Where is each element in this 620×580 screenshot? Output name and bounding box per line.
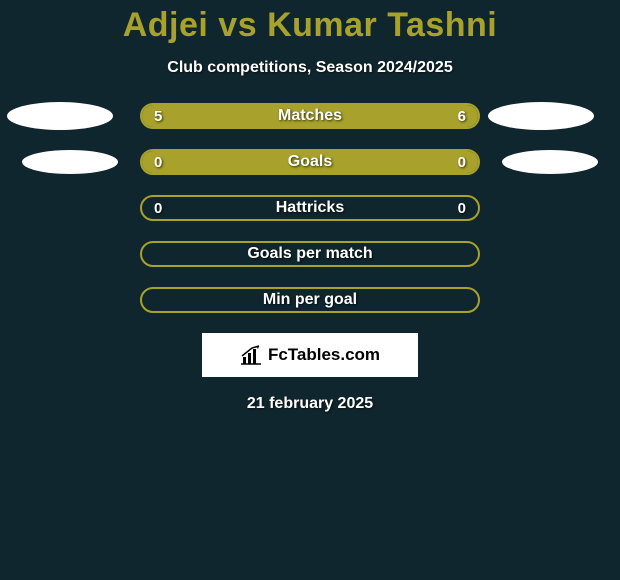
stat-label: Hattricks [276, 199, 344, 217]
stat-value-left: 0 [154, 154, 162, 171]
page-title: Adjei vs Kumar Tashni [0, 0, 620, 45]
date-line: 21 february 2025 [0, 395, 620, 413]
stat-row: 0 0 Goals [0, 149, 620, 175]
stat-row: 0 0 Hattricks [0, 195, 620, 221]
bar-fill-left [142, 105, 293, 127]
stat-row: Goals per match [0, 241, 620, 267]
stat-value-right: 6 [458, 108, 466, 125]
subtitle: Club competitions, Season 2024/2025 [0, 59, 620, 77]
stat-value-right: 0 [458, 200, 466, 217]
stat-label: Matches [278, 107, 342, 125]
stat-bar: Goals per match [140, 241, 480, 267]
stat-row: 5 6 Matches [0, 103, 620, 129]
right-value-blob [488, 102, 594, 130]
stats-rows: 5 6 Matches 0 0 Goals 0 0 Hattricks Goals per mat… [0, 103, 620, 313]
stat-value-right: 0 [458, 154, 466, 171]
stat-row: Min per goal [0, 287, 620, 313]
stat-bar: Min per goal [140, 287, 480, 313]
stat-bar: 0 0 Hattricks [140, 195, 480, 221]
right-value-blob [502, 150, 598, 174]
stat-value-left: 0 [154, 200, 162, 217]
left-value-blob [7, 102, 113, 130]
bar-chart-icon [240, 345, 262, 365]
stat-bar: 5 6 Matches [140, 103, 480, 129]
stat-label: Min per goal [263, 291, 357, 309]
stat-label: Goals [288, 153, 332, 171]
stat-label: Goals per match [247, 245, 372, 263]
left-value-blob [22, 150, 118, 174]
stat-value-left: 5 [154, 108, 162, 125]
brand-badge: FcTables.com [202, 333, 418, 377]
stat-bar: 0 0 Goals [140, 149, 480, 175]
brand-text: FcTables.com [268, 345, 380, 365]
